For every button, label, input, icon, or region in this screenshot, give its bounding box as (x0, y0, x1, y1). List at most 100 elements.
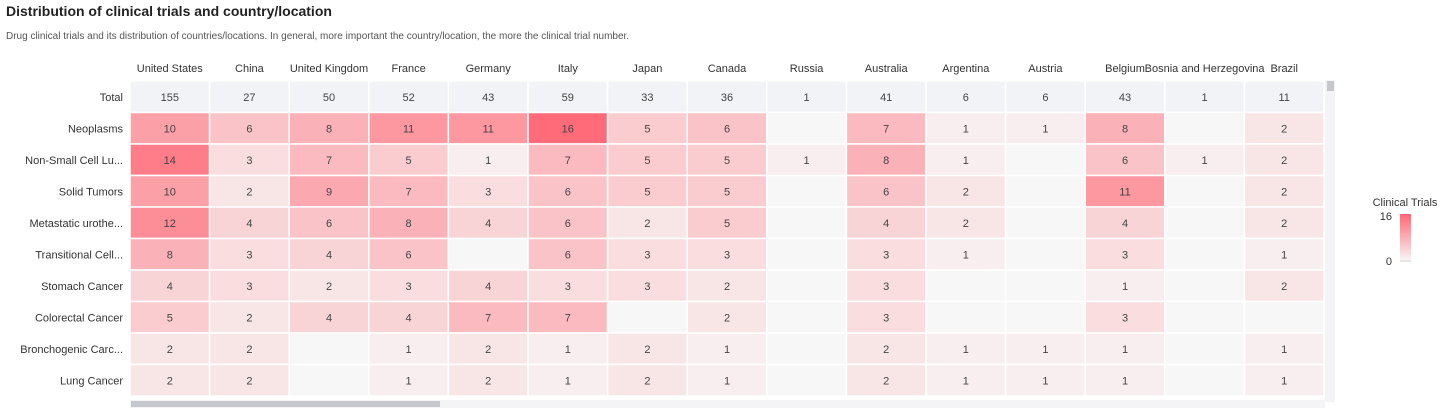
cell-value-label: 1 (406, 344, 412, 356)
heatmap-cell[interactable] (1006, 144, 1086, 176)
cell-value-label: 59 (562, 92, 574, 104)
vertical-scrollbar[interactable] (1325, 80, 1335, 402)
cell-value-label: 2 (246, 312, 252, 324)
cell-value-label: 8 (326, 123, 332, 135)
heatmap-cell[interactable] (608, 302, 688, 334)
cell-value-label: 2 (1281, 155, 1287, 167)
vertical-scrollbar-track[interactable] (1325, 80, 1335, 402)
heatmap-cell[interactable] (1006, 207, 1086, 239)
cell-value-label: 2 (644, 344, 650, 356)
cell-value-label: 1 (565, 344, 571, 356)
cell-value-label: 27 (243, 92, 255, 104)
row-label: Bronchogenic Carc... (20, 344, 123, 356)
heatmap-cell[interactable] (767, 239, 847, 271)
heatmap-cell[interactable] (926, 270, 1006, 302)
heatmap-cell[interactable] (1006, 270, 1086, 302)
heatmap-cell[interactable] (767, 365, 847, 397)
heatmap-cell[interactable] (767, 176, 847, 208)
heatmap-cell[interactable] (1165, 365, 1245, 397)
column-label: Argentina (942, 63, 990, 75)
cell-value-label: 1 (406, 375, 412, 387)
heatmap-cell[interactable] (926, 302, 1006, 334)
cell-value-label: 2 (724, 281, 730, 293)
heatmap-cell[interactable] (1006, 239, 1086, 271)
heatmap-cell[interactable] (767, 270, 847, 302)
cell-value-label: 6 (565, 218, 571, 230)
cell-value-label: 41 (880, 92, 892, 104)
heatmap-cell[interactable] (1006, 176, 1086, 208)
cell-value-label: 10 (164, 186, 176, 198)
heatmap-cell[interactable] (1006, 302, 1086, 334)
heatmap-cell[interactable] (767, 333, 847, 365)
column-label: Canada (708, 63, 747, 75)
cell-value-label: 5 (724, 155, 730, 167)
cell-value-label: 4 (406, 312, 412, 324)
column-label: Bosnia and Herzegovina (1145, 63, 1266, 75)
column-label: Japan (632, 63, 662, 75)
heatmap-cell[interactable] (1165, 302, 1245, 334)
heatmap-cell[interactable] (289, 333, 369, 365)
cell-value-label: 1 (1042, 123, 1048, 135)
heatmap-cell[interactable] (767, 302, 847, 334)
cell-value-label: 43 (482, 92, 494, 104)
heatmap-cell[interactable] (1165, 176, 1245, 208)
cell-value-label: 3 (246, 249, 252, 261)
cell-value-label: 2 (1281, 281, 1287, 293)
cell-value-label: 2 (644, 218, 650, 230)
legend-gradient-bar (1400, 215, 1411, 261)
cell-value-label: 3 (406, 281, 412, 293)
cell-value-label: 7 (565, 312, 571, 324)
cell-value-label: 2 (1281, 218, 1287, 230)
cell-value-label: 2 (1281, 186, 1287, 198)
cell-value-label: 2 (167, 344, 173, 356)
cell-value-label: 5 (406, 155, 412, 167)
column-label: Germany (466, 63, 512, 75)
cell-value-label: 2 (167, 375, 173, 387)
vertical-scrollbar-thumb[interactable] (1327, 81, 1334, 91)
heatmap-cell[interactable] (1165, 270, 1245, 302)
cell-value-label: 6 (1122, 155, 1128, 167)
heatmap-cell[interactable] (1165, 239, 1245, 271)
legend-max-handle[interactable] (1400, 214, 1411, 216)
cell-value-label: 2 (246, 344, 252, 356)
row-label: Non-Small Cell Lu... (25, 155, 123, 167)
cell-value-label: 3 (246, 155, 252, 167)
heatmap-cell[interactable] (767, 113, 847, 145)
cell-value-label: 1 (1042, 344, 1048, 356)
horizontal-scrollbar-thumb[interactable] (131, 401, 440, 407)
cell-value-label: 2 (883, 344, 889, 356)
heatmap-cell[interactable] (1165, 207, 1245, 239)
cell-value-label: 6 (406, 249, 412, 261)
cell-value-label: 52 (402, 92, 414, 104)
cell-value-label: 4 (485, 281, 491, 293)
cell-value-label: 3 (1122, 249, 1128, 261)
cell-value-label: 1 (1202, 155, 1208, 167)
legend-min-handle[interactable] (1400, 260, 1411, 262)
cell-value-label: 4 (1122, 218, 1128, 230)
cell-value-label: 5 (644, 155, 650, 167)
cell-value-label: 2 (485, 375, 491, 387)
cell-value-label: 6 (1042, 92, 1048, 104)
cell-value-label: 7 (883, 123, 889, 135)
cell-value-label: 6 (565, 249, 571, 261)
heatmap-cell[interactable] (1244, 302, 1324, 334)
cell-value-label: 8 (406, 218, 412, 230)
heatmap-cell[interactable] (1165, 113, 1245, 145)
horizontal-scrollbar[interactable] (130, 400, 1325, 408)
heatmap-cell[interactable] (1165, 333, 1245, 365)
cell-value-label: 1 (1281, 344, 1287, 356)
cell-value-label: 5 (167, 312, 173, 324)
cell-value-label: 2 (963, 186, 969, 198)
cell-value-label: 1 (1122, 344, 1128, 356)
heatmap-cell[interactable] (289, 365, 369, 397)
cell-value-label: 1 (963, 249, 969, 261)
cell-value-label: 6 (724, 123, 730, 135)
row-label: Stomach Cancer (41, 281, 123, 293)
cell-value-label: 6 (246, 123, 252, 135)
cell-value-label: 3 (246, 281, 252, 293)
cell-value-label: 5 (724, 186, 730, 198)
heatmap-cell[interactable] (767, 207, 847, 239)
cell-value-label: 14 (164, 155, 176, 167)
heatmap-cell[interactable] (448, 239, 528, 271)
cell-value-label: 3 (644, 249, 650, 261)
